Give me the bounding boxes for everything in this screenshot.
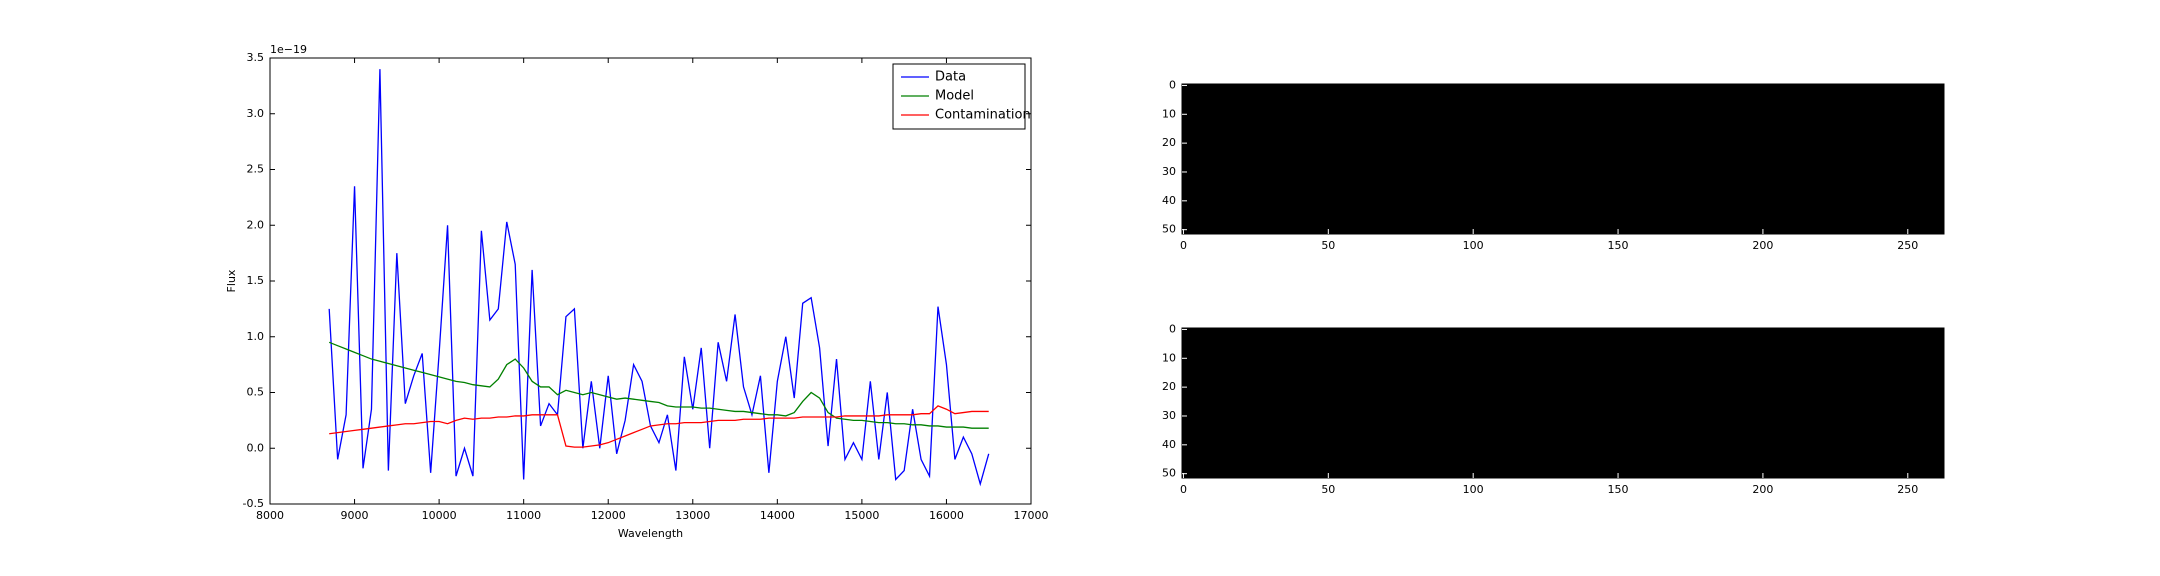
y-tick-label: 3.5 (247, 51, 265, 64)
x-tick-label: 250 (1897, 483, 1918, 496)
y-tick-label: 30 (1162, 409, 1176, 422)
x-tick-label: 11000 (506, 509, 541, 522)
x-tick-label: 13000 (675, 509, 710, 522)
y-tick-label: 50 (1162, 467, 1176, 480)
y-tick-label: 1.0 (247, 330, 265, 343)
y-tick-label: 0 (1169, 322, 1176, 335)
y-tick-label: 40 (1162, 194, 1176, 207)
x-tick-label: 100 (1463, 239, 1484, 252)
x-tick-label: 0 (1180, 483, 1187, 496)
x-tick-label: 14000 (760, 509, 795, 522)
y-tick-label: 3.0 (247, 107, 265, 120)
y-tick-label: -0.5 (243, 497, 264, 510)
y-tick-label: 2.0 (247, 218, 265, 231)
x-tick-label: 12000 (591, 509, 626, 522)
y-tick-label: 20 (1162, 136, 1176, 149)
image (1182, 328, 1944, 478)
y-tick-label: 2.5 (247, 163, 265, 176)
y-tick-label: 30 (1162, 165, 1176, 178)
x-tick-label: 0 (1180, 239, 1187, 252)
x-tick-label: 150 (1608, 239, 1629, 252)
x-tick-label: 50 (1321, 483, 1335, 496)
x-tick-label: 100 (1463, 483, 1484, 496)
axes-frame (1181, 83, 1945, 235)
y-tick-label: 0.0 (247, 441, 265, 454)
y-tick-label: 1.5 (247, 274, 265, 287)
legend-label: Model (935, 89, 974, 104)
data-line (329, 405, 989, 448)
x-tick-label: 17000 (1014, 509, 1049, 522)
x-tick-label: 16000 (929, 509, 964, 522)
data-line (328, 341, 989, 429)
legend-label: Data (935, 70, 966, 85)
image (1182, 84, 1944, 234)
y-tick-label: 20 (1162, 380, 1176, 393)
x-tick-label: 10000 (422, 509, 457, 522)
data-line (328, 69, 990, 487)
axes-frame (1181, 327, 1945, 479)
x-axis-label: Wavelength (618, 527, 683, 540)
y-axis-label: Flux (225, 269, 238, 292)
x-tick-label: 9000 (341, 509, 369, 522)
y-tick-label: 10 (1162, 351, 1176, 364)
x-tick-label: 150 (1608, 483, 1629, 496)
y-tick-label: 50 (1162, 223, 1176, 236)
x-tick-label: 8000 (256, 509, 284, 522)
y-tick-label: 40 (1162, 438, 1176, 451)
y-tick-label: 0 (1169, 78, 1176, 91)
x-tick-label: 200 (1752, 483, 1773, 496)
legend-label: Contamination (935, 108, 1031, 123)
x-tick-label: 250 (1897, 239, 1918, 252)
x-tick-label: 15000 (844, 509, 879, 522)
x-tick-label: 50 (1321, 239, 1335, 252)
x-tick-label: 200 (1752, 239, 1773, 252)
offset-label: 1e−19 (270, 43, 307, 56)
y-tick-label: 10 (1162, 107, 1176, 120)
y-tick-label: 0.5 (247, 386, 265, 399)
